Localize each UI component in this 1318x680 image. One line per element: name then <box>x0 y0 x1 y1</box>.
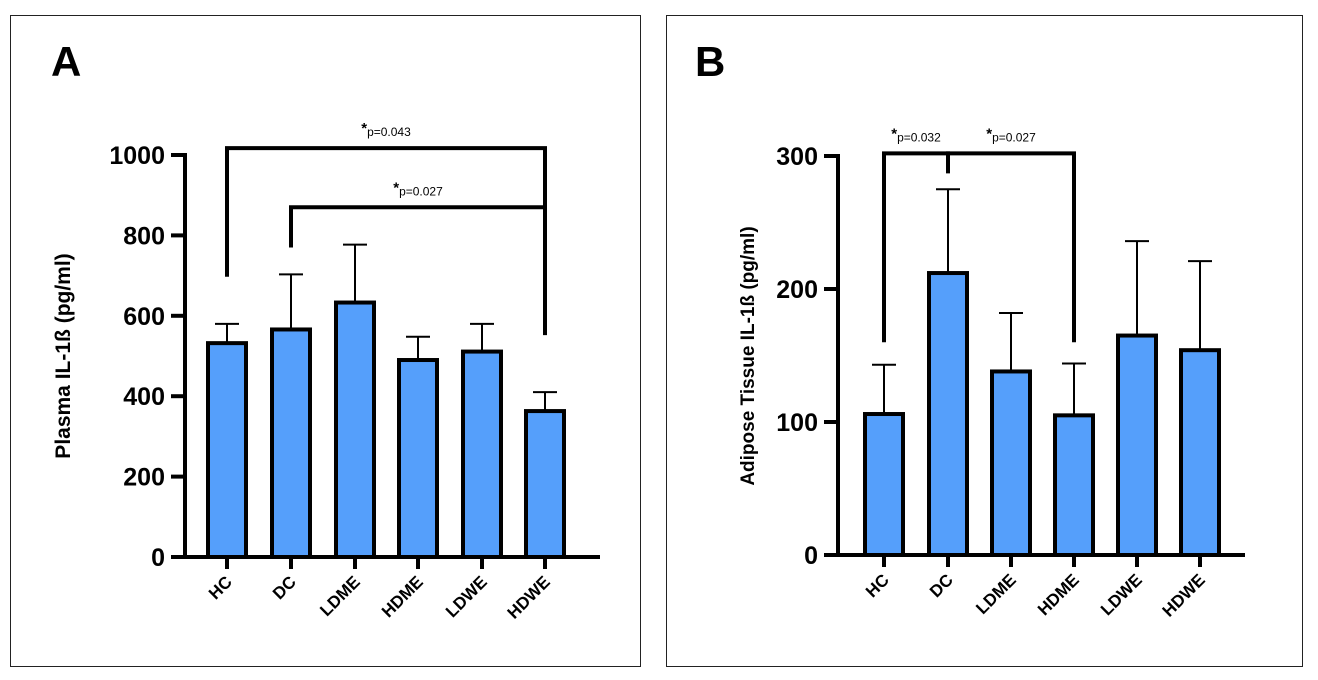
asterisk: * <box>393 179 399 196</box>
x-tick-label: LDME <box>316 572 363 619</box>
x-tick-label: LDME <box>972 570 1019 617</box>
y-axis-title: Adipose Tissue IL-1ß (pg/ml) <box>738 226 759 485</box>
bar-ldme <box>990 369 1032 557</box>
asterisk: * <box>891 125 897 142</box>
panel-b: B <box>666 15 1303 667</box>
bar-dc <box>927 271 969 557</box>
x-tick-label: DC <box>269 572 300 603</box>
x-tick-label: HC <box>205 572 236 603</box>
bar-ldwe <box>461 349 503 559</box>
x-tick-label: HDWE <box>504 572 554 622</box>
y-tick-label: 200 <box>776 276 818 304</box>
significance-bracket <box>289 205 545 248</box>
p-value: p=0.027 <box>992 130 1036 144</box>
panel-a: A <box>10 15 641 667</box>
bar-hdwe <box>524 409 566 559</box>
panel-label: A <box>51 38 82 85</box>
x-tick-label: LDWE <box>1097 570 1146 619</box>
chart-a: 0 200 400 600 800 1000 HC DC LDME HDME LDWE HDWE Pla… <box>52 120 600 623</box>
y-tick-label: 0 <box>151 544 165 572</box>
y-tick-label: 0 <box>804 542 818 570</box>
x-tick-label: LDWE <box>442 572 491 621</box>
y-tick-label: 100 <box>776 409 818 437</box>
y-tick-label: 400 <box>123 383 165 411</box>
x-tick-label: HDME <box>1034 570 1083 619</box>
p-value: p=0.032 <box>897 130 941 144</box>
bar-dc <box>270 327 312 559</box>
x-tick-label: HDME <box>378 572 427 621</box>
bar-hc <box>206 341 248 559</box>
panel-label: B <box>695 38 726 85</box>
y-axis-title: Plasma IL-1ß (pg/ml) <box>52 253 75 458</box>
significance-bracket <box>946 151 1076 343</box>
y-tick-label: 300 <box>776 143 818 171</box>
asterisk: * <box>361 120 367 137</box>
bar-ldme <box>334 300 376 559</box>
bar-hdwe <box>1179 348 1221 557</box>
bar-ldwe <box>1116 333 1158 557</box>
significance-label: *p=0.027 <box>393 179 443 198</box>
y-tick-label: 800 <box>123 222 165 250</box>
significance-bracket <box>225 146 547 336</box>
x-tick-label: HDWE <box>1159 570 1209 620</box>
p-value: p=0.043 <box>367 125 411 139</box>
y-tick-label: 600 <box>123 303 165 331</box>
bar-hc <box>863 412 905 557</box>
bar-hdme <box>1053 413 1095 557</box>
significance-label: *p=0.043 <box>361 120 411 139</box>
significance-label: *p=0.032 <box>891 125 941 144</box>
y-tick-label: 1000 <box>109 142 165 170</box>
x-tick-label: DC <box>926 570 957 601</box>
p-value: p=0.027 <box>399 184 443 198</box>
x-tick-label: HC <box>862 570 893 601</box>
chart-b: 0 100 200 300 HC DC LDME HDME LDWE HDWE Adipose Ti… <box>738 125 1245 621</box>
asterisk: * <box>986 125 992 142</box>
significance-label: *p=0.027 <box>986 125 1036 144</box>
y-tick-label: 200 <box>123 464 165 492</box>
bar-hdme <box>397 358 439 559</box>
